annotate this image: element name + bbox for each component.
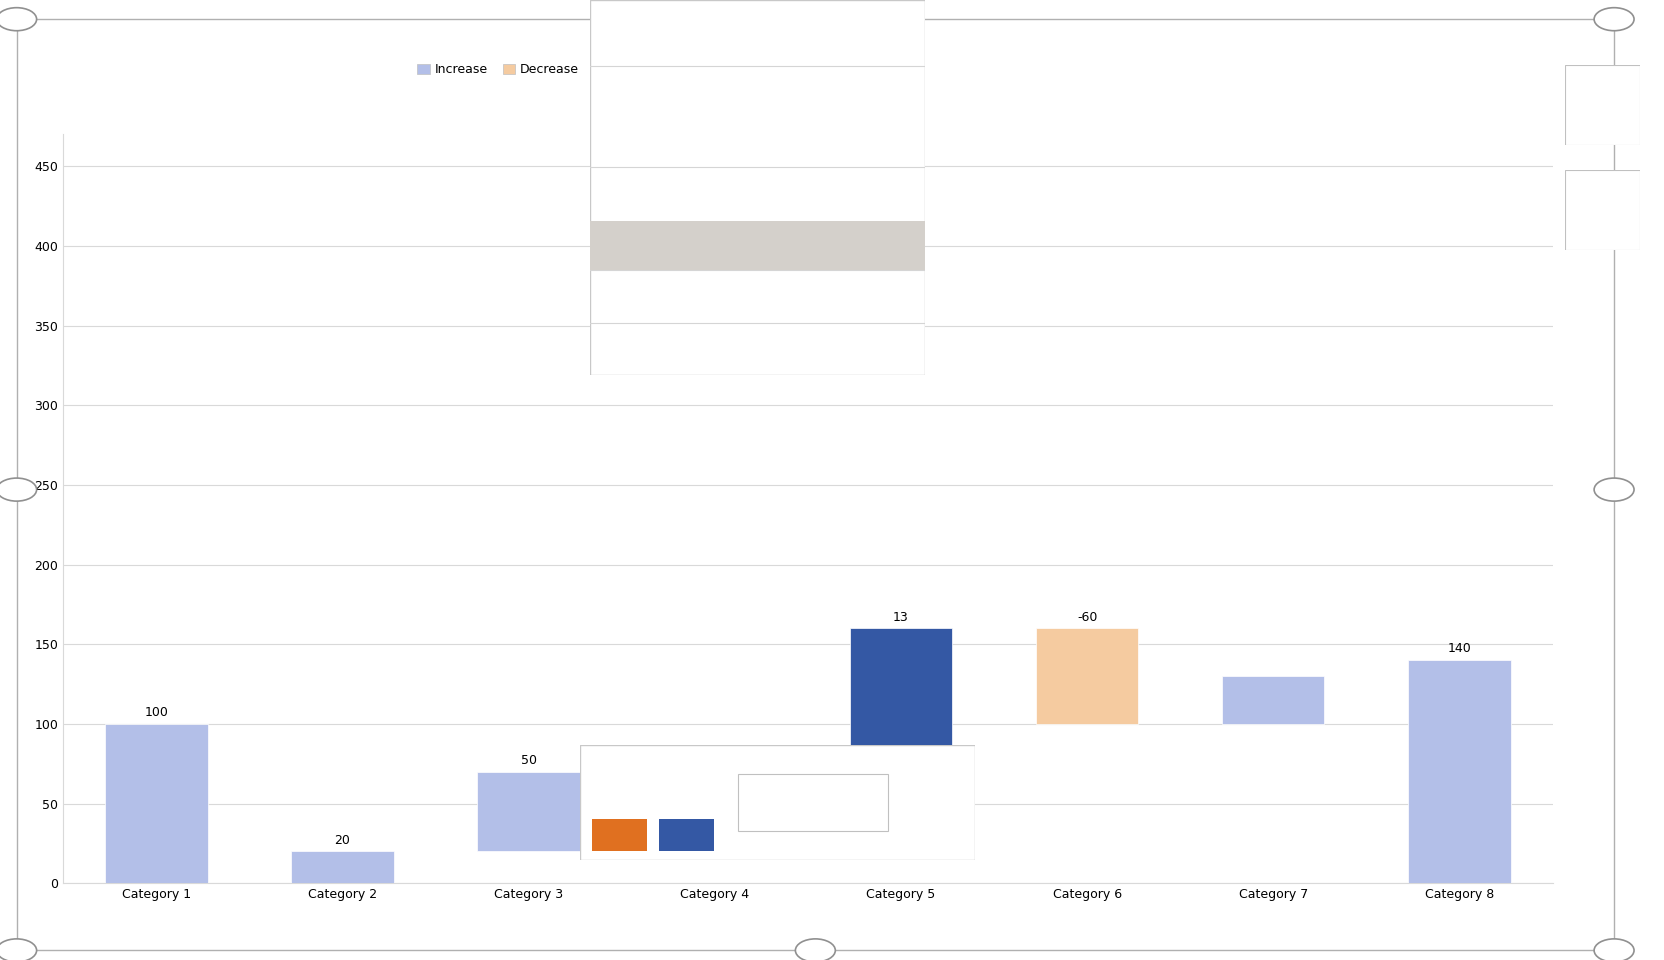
Bar — [664, 772, 765, 835]
FancyBboxPatch shape — [1566, 170, 1641, 250]
Text: Set as Total: Set as Total — [631, 238, 714, 253]
Text: -40: -40 — [704, 754, 726, 767]
Text: Add Trendline...: Add Trendline... — [631, 135, 744, 150]
Bar — [105, 724, 208, 883]
Text: Fill: Fill — [611, 764, 627, 777]
Text: 20: 20 — [334, 833, 351, 847]
Bar — [291, 852, 394, 883]
FancyBboxPatch shape — [581, 745, 975, 860]
Text: Format Data Label...: Format Data Label... — [631, 189, 779, 204]
Text: ▫: ▫ — [601, 289, 614, 307]
Text: Comment: Comment — [909, 807, 970, 821]
Text: ∨: ∨ — [711, 775, 717, 784]
Text: ›: › — [897, 83, 905, 102]
Text: 🖌: 🖌 — [1596, 200, 1609, 220]
Text: 50: 50 — [521, 754, 536, 767]
FancyBboxPatch shape — [739, 774, 889, 831]
FancyBboxPatch shape — [591, 0, 925, 375]
Text: ▫: ▫ — [601, 32, 614, 51]
Text: Add Data Label: Add Data Label — [631, 84, 742, 100]
Bar — [478, 772, 579, 852]
Text: ∨: ∨ — [644, 775, 651, 784]
Bar — [1037, 628, 1138, 724]
Text: -60: -60 — [1077, 611, 1097, 623]
Text: Series "Series1': Series "Series1' — [765, 796, 857, 809]
Text: New: New — [925, 779, 953, 792]
Text: ▫: ▫ — [601, 341, 614, 360]
Text: +: + — [1589, 90, 1616, 119]
FancyBboxPatch shape — [592, 819, 647, 851]
Text: Format Data Point...: Format Data Point... — [631, 291, 777, 305]
Text: Outline: Outline — [664, 764, 709, 777]
Text: 100: 100 — [145, 707, 168, 719]
Text: New Comment: New Comment — [631, 343, 739, 358]
FancyBboxPatch shape — [591, 221, 925, 270]
Text: 140: 140 — [1448, 642, 1471, 656]
Bar — [1408, 660, 1511, 883]
Text: 3-D Rotation...: 3-D Rotation... — [631, 34, 735, 49]
Text: ∨: ∨ — [879, 798, 887, 807]
Bar — [1221, 676, 1325, 724]
FancyBboxPatch shape — [659, 819, 714, 851]
FancyBboxPatch shape — [1566, 65, 1641, 145]
Text: 13: 13 — [894, 611, 909, 623]
Legend: Increase, Decrease, To: Increase, Decrease, To — [413, 59, 631, 82]
Bar — [850, 628, 952, 835]
Title: Chart Title: Chart Title — [757, 78, 859, 97]
